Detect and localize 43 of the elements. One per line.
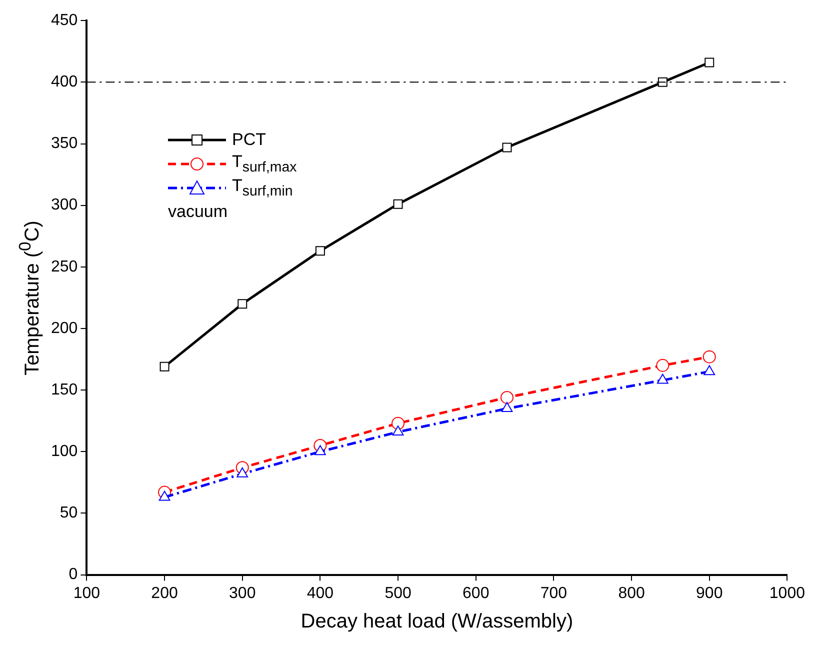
point [392, 416, 405, 430]
x-tick-label: 100 [73, 584, 100, 602]
point [704, 58, 714, 68]
point [160, 362, 170, 372]
point [314, 445, 326, 456]
x-tick-label: 400 [306, 584, 334, 602]
annotation: vacuum [168, 202, 229, 222]
legend-label: PCT [232, 130, 266, 150]
y-tick-label: 150 [50, 381, 78, 398]
y-tick-label: 300 [50, 196, 78, 214]
legend-label: T$_{surf,max}$ [232, 152, 297, 176]
x-tick-label: 900 [696, 584, 723, 602]
y-tick-label: 50 [60, 504, 78, 522]
point [315, 246, 325, 256]
point [656, 374, 668, 384]
point [393, 199, 403, 209]
point [500, 390, 514, 404]
y-tick-label: 0 [68, 566, 78, 584]
point [392, 425, 404, 436]
y-tick-label: 350 [50, 135, 78, 152]
x-tick-label: 800 [618, 584, 645, 602]
x-tick-label: 600 [462, 584, 490, 602]
y-tick-label: 450 [50, 12, 78, 30]
x-tick-label: 200 [151, 584, 178, 602]
point [658, 77, 668, 87]
x-tick-label: 500 [384, 584, 412, 602]
x-tick-label: 1000 [769, 584, 806, 602]
y-tick-label: 400 [50, 74, 78, 91]
x-tick-label: 300 [229, 584, 256, 602]
legend-label: T$_{surf,min}$ [232, 176, 293, 200]
point [656, 358, 670, 372]
x-tick-label: 700 [540, 584, 568, 602]
y-tick-label: 250 [50, 258, 78, 276]
point [501, 402, 513, 412]
point [502, 142, 512, 152]
point [238, 299, 248, 309]
y-tick-label: 100 [50, 443, 78, 460]
point [236, 467, 248, 478]
x-axis-title: Decay heat load (W/assembly) [300, 610, 574, 633]
point [704, 365, 716, 376]
point [158, 490, 170, 501]
point [702, 350, 716, 364]
y-tick-label: 200 [50, 320, 78, 337]
